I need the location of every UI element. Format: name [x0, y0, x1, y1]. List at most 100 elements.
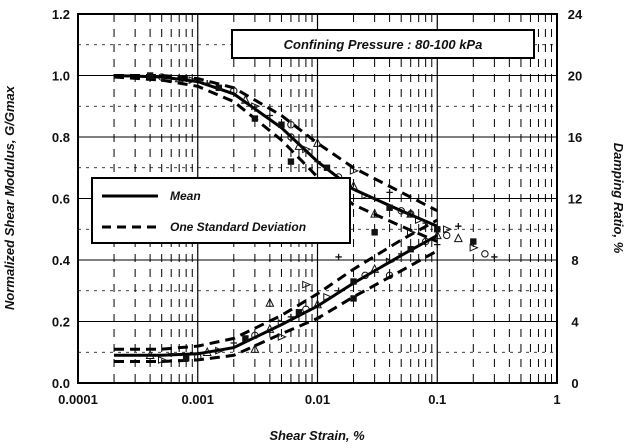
damping-data-point — [230, 339, 237, 347]
damping-data-point — [443, 225, 453, 234]
damping-data-point — [265, 297, 275, 307]
damping-data-point — [385, 257, 396, 266]
damping-data-point — [335, 287, 342, 294]
modulus-data-point — [349, 166, 360, 175]
x-tick-label: 0.0001 — [58, 392, 98, 407]
modulus-data-point — [434, 226, 441, 233]
modulus-data-point — [469, 243, 479, 252]
x-tick-label: 0.01 — [305, 392, 330, 407]
damping-lower-std-curve — [114, 249, 439, 363]
modulus-data-point — [215, 84, 223, 91]
modulus-data-point — [371, 195, 378, 202]
modulus-data-point — [266, 112, 274, 119]
damping-data-point — [385, 271, 394, 280]
damping-data-point — [335, 253, 342, 261]
x-tick-label: 1 — [553, 392, 560, 407]
modulus-data-point — [278, 121, 285, 128]
y-left-tick-label: 1.0 — [52, 69, 70, 84]
damping-data-point — [470, 238, 477, 245]
legend: Mean One Standard Deviation — [91, 177, 351, 244]
annotation-text: Confining Pressure : 80-100 kPa — [284, 37, 483, 52]
modulus-data-point — [361, 191, 371, 200]
modulus-data-point — [287, 158, 295, 165]
y-right-tick-label: 16 — [568, 130, 582, 145]
y-right-tick-label: 8 — [571, 253, 578, 268]
modulus-data-point — [434, 241, 441, 248]
damping-data-point — [295, 309, 303, 316]
damping-data-point — [407, 246, 414, 253]
modulus-data-point — [422, 219, 429, 227]
annotation-box: Confining Pressure : 80-100 kPa — [231, 29, 535, 59]
modulus-lower-std-curve — [113, 75, 438, 243]
damping-data-point — [202, 346, 212, 356]
modulus-data-point — [415, 216, 425, 224]
damping-data-point — [265, 323, 275, 333]
x-tick-label: 0.1 — [428, 392, 446, 407]
damping-data-point — [250, 343, 260, 353]
modulus-data-point — [158, 73, 166, 81]
y-left-tick-label: 0.0 — [52, 376, 70, 391]
modulus-data-point — [146, 72, 154, 79]
modulus-data-point — [188, 76, 198, 85]
modulus-data-point — [294, 140, 304, 150]
damping-data-point — [361, 271, 369, 280]
damping-data-point — [145, 350, 155, 360]
damping-data-point — [371, 229, 378, 236]
damping-data-point — [323, 292, 333, 301]
modulus-data-point — [349, 180, 359, 190]
modulus-data-point — [323, 164, 331, 171]
modulus-upper-std-curve — [114, 74, 438, 213]
damping-data-point — [287, 313, 295, 321]
modulus-data-point — [174, 73, 184, 83]
damping-data-point — [455, 222, 462, 230]
y-left-tick-label: 1.2 — [52, 7, 70, 22]
damping-data-point — [158, 355, 168, 364]
modulus-data-point — [386, 204, 393, 211]
damping-data-point — [350, 278, 357, 285]
modulus-data-point — [406, 228, 417, 237]
y-right-tick-label: 20 — [568, 69, 582, 84]
damping-data-point — [406, 210, 415, 218]
x-axis-title: Shear Strain, % — [269, 428, 365, 443]
modulus-data-point — [204, 79, 211, 87]
y-right-tick-label: 24 — [568, 7, 583, 22]
damping-data-point — [314, 315, 321, 322]
modulus-data-point — [240, 94, 250, 104]
damping-data-point — [277, 332, 287, 341]
y-left-tick-label: 0.8 — [52, 130, 70, 145]
tick-labels: 0.0001 0.001 0.01 0.1 1 0.0 0.2 0.4 0.6 0.8 1.0 1.2… — [52, 7, 583, 407]
legend-mean-label: Mean — [170, 189, 201, 203]
damping-data-point — [302, 305, 310, 313]
modulus-data-point — [397, 207, 405, 215]
y-right-tick-label: 4 — [571, 315, 579, 330]
damping-data-point — [167, 350, 175, 357]
damping-data-point — [251, 331, 259, 340]
modulus-data-point — [302, 145, 312, 154]
modulus-data-point — [230, 87, 238, 95]
modulus-data-point — [287, 133, 295, 141]
modulus-data-point — [314, 158, 321, 165]
modulus-data-point — [443, 231, 451, 240]
damping-data-point — [194, 353, 202, 361]
damping-data-point — [215, 346, 225, 355]
damping-data-point — [302, 280, 312, 289]
y-left-tick-label: 0.4 — [52, 253, 71, 268]
damping-data-point — [242, 335, 249, 342]
y-right-tick-label: 12 — [568, 192, 582, 207]
x-tick-label: 0.001 — [181, 392, 214, 407]
modulus-data-point — [453, 233, 463, 243]
y-right-tick-label: 0 — [571, 376, 578, 391]
legend-std-label: One Standard Deviation — [170, 220, 306, 234]
damping-data-point — [398, 250, 405, 258]
damping-data-point — [481, 250, 489, 258]
modulus-data-point — [370, 208, 380, 218]
damping-data-point — [350, 295, 357, 302]
damping-data-point — [182, 355, 190, 362]
modulus-data-point — [251, 115, 259, 122]
y-axis-right-title: Damping Ratio, % — [611, 143, 626, 254]
damping-data-point — [312, 299, 323, 309]
modulus-data-point — [287, 121, 295, 129]
plot-frame — [77, 13, 558, 384]
damping-data-point — [277, 319, 287, 327]
modulus-data-point — [312, 137, 323, 147]
